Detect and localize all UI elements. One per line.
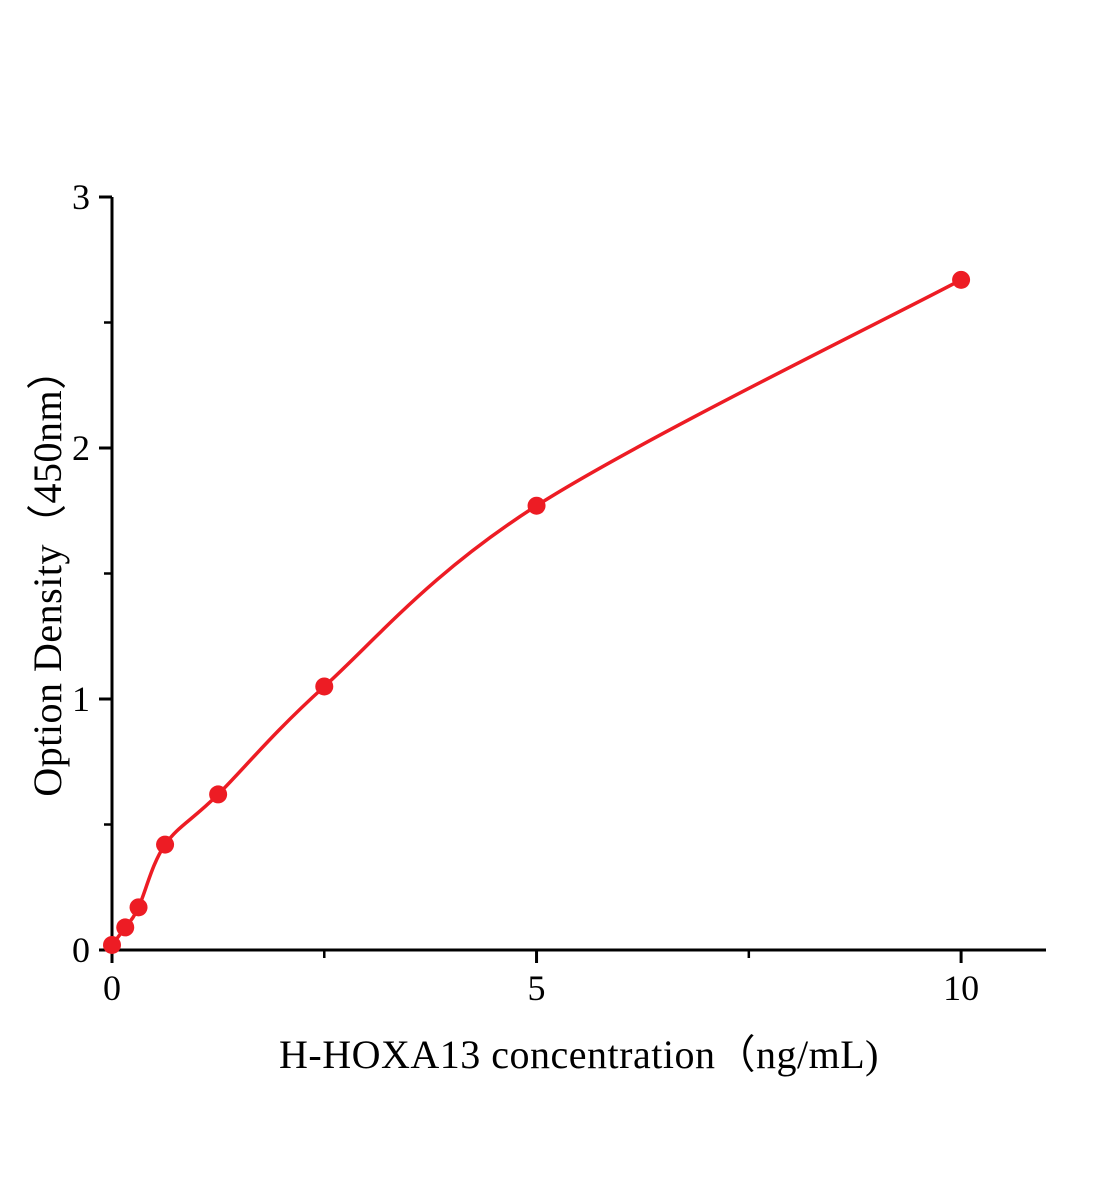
x-tick-label: 0 bbox=[103, 968, 121, 1008]
x-tick-label: 5 bbox=[528, 968, 546, 1008]
data-point bbox=[156, 835, 175, 854]
x-tick-label: 10 bbox=[943, 968, 979, 1008]
data-point bbox=[116, 918, 135, 937]
y-axis-label: Option Density（450nm） bbox=[25, 349, 70, 797]
data-point bbox=[129, 898, 148, 917]
data-point bbox=[315, 677, 334, 696]
y-tick-label: 0 bbox=[72, 930, 90, 970]
data-point bbox=[209, 785, 228, 804]
x-axis-label: H-HOXA13 concentration（ng/mL) bbox=[279, 1032, 879, 1077]
data-point bbox=[103, 935, 121, 954]
standard-curve-line bbox=[110, 278, 963, 947]
y-tick-label: 2 bbox=[72, 428, 90, 468]
y-tick-label: 3 bbox=[72, 177, 90, 217]
data-point bbox=[952, 270, 971, 289]
y-tick-label: 1 bbox=[72, 679, 90, 719]
data-point bbox=[527, 496, 546, 515]
